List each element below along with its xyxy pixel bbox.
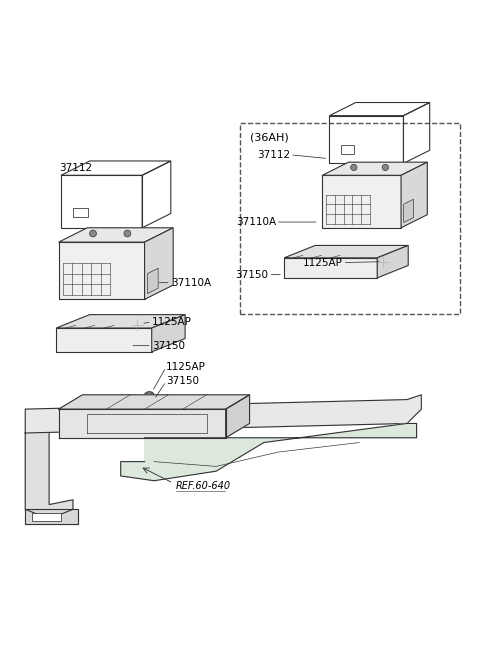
Text: 37110A: 37110A [236, 217, 276, 227]
Text: 37112: 37112 [59, 163, 92, 173]
Polygon shape [120, 423, 417, 481]
Polygon shape [401, 162, 427, 228]
Polygon shape [56, 328, 152, 352]
Text: 37150: 37150 [166, 377, 199, 386]
Polygon shape [56, 315, 185, 328]
Text: 1125AP: 1125AP [152, 317, 192, 327]
Polygon shape [323, 162, 427, 175]
Text: 37150: 37150 [236, 270, 269, 279]
Circle shape [132, 319, 143, 331]
Circle shape [351, 164, 357, 171]
Circle shape [382, 164, 388, 171]
Text: 37150: 37150 [152, 340, 185, 351]
Polygon shape [404, 199, 414, 222]
Circle shape [124, 230, 131, 237]
Polygon shape [59, 242, 144, 299]
Text: (36AH): (36AH) [250, 133, 288, 142]
Polygon shape [323, 175, 401, 228]
Text: 37110A: 37110A [171, 277, 211, 288]
Polygon shape [284, 258, 377, 278]
Text: 1125AP: 1125AP [166, 362, 206, 372]
Polygon shape [25, 509, 78, 523]
Polygon shape [152, 315, 185, 352]
Bar [240, 123, 459, 314]
Polygon shape [144, 228, 173, 299]
Text: 1125AP: 1125AP [303, 258, 343, 268]
Polygon shape [377, 245, 408, 278]
Polygon shape [25, 395, 421, 433]
Text: 37112: 37112 [257, 150, 290, 160]
Circle shape [90, 230, 96, 237]
Polygon shape [59, 395, 250, 409]
Bar [33, 513, 61, 522]
Polygon shape [284, 245, 408, 258]
Polygon shape [59, 409, 226, 438]
Polygon shape [226, 395, 250, 438]
Text: REF.60-640: REF.60-640 [176, 482, 231, 491]
Circle shape [144, 392, 155, 403]
Polygon shape [147, 268, 158, 294]
Circle shape [377, 256, 389, 268]
Polygon shape [25, 433, 73, 519]
Polygon shape [59, 228, 173, 242]
